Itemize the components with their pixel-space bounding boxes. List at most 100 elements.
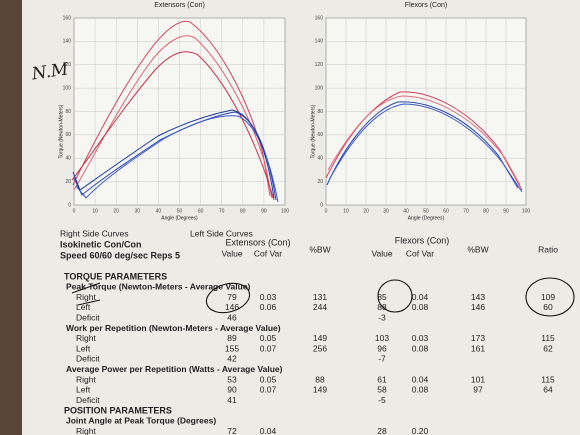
x-tick-label: 0	[325, 208, 328, 214]
y-tick-label: 160	[63, 15, 72, 21]
row-group: Average Power per Repetition (Watts - Av…	[66, 364, 283, 374]
legend-right: Right Side Curves	[60, 228, 129, 238]
cell: 0.05	[260, 374, 277, 384]
x-tick-label: 80	[240, 208, 246, 214]
row-label: Right	[76, 333, 96, 343]
y-tick-label: 20	[65, 179, 71, 185]
cell: 46	[227, 312, 237, 322]
y-tick-label: 140	[63, 39, 72, 45]
cell: 173	[471, 333, 485, 343]
cell: 53	[227, 374, 237, 384]
chart-title: Flexors (Con)	[405, 2, 447, 9]
row-label: Left	[76, 343, 91, 353]
x-tick-label: 40	[156, 208, 162, 214]
cell: 0.03	[260, 292, 277, 302]
row-group: Work per Repetition (Newton-Meters - Ave…	[66, 323, 281, 333]
cell: 161	[471, 343, 485, 353]
y-tick-label: 100	[63, 85, 72, 91]
y-tick-label: 140	[315, 39, 324, 45]
test-mode: Isokinetic Con/Con	[60, 239, 142, 249]
row-label: Left	[76, 385, 91, 395]
row-label: Deficit	[76, 312, 100, 322]
column-header: Cof Var	[254, 248, 282, 258]
cell: 89	[227, 333, 237, 343]
cell: 0.03	[412, 333, 429, 343]
cell: 96	[377, 343, 387, 353]
test-speed: Speed 60/60 deg/sec Reps 5	[60, 250, 180, 260]
x-tick-label: 30	[135, 208, 141, 214]
cell: -5	[378, 395, 386, 405]
chart-title: Extensors (Con)	[154, 2, 205, 9]
y-tick-label: 60	[65, 132, 71, 138]
cell: 62	[543, 343, 553, 353]
cell: 149	[313, 385, 327, 395]
cell: 42	[227, 354, 237, 364]
cell: 88	[315, 374, 325, 384]
cell: 72	[227, 426, 237, 435]
cell: 143	[471, 292, 485, 302]
cell: 58	[377, 385, 387, 395]
group-header: Flexors (Con)	[395, 235, 450, 245]
cell: 0.08	[412, 343, 429, 353]
cell: 0.04	[412, 292, 429, 302]
cell: 0.04	[412, 374, 429, 384]
cell: 115	[541, 374, 555, 384]
x-tick-label: 70	[463, 208, 469, 214]
table-edge	[0, 0, 22, 435]
group-header: Extensors (Con)	[225, 237, 290, 247]
row-label: Right	[76, 426, 96, 435]
x-tick-label: 40	[403, 208, 409, 214]
y-tick-label: 80	[317, 109, 323, 115]
curves	[71, 20, 523, 203]
cell: 256	[313, 343, 327, 353]
cell: 146	[471, 302, 485, 312]
cell: 28	[377, 426, 387, 435]
x-tick-label: 100	[281, 208, 290, 214]
x-tick-label: 20	[363, 208, 369, 214]
row-label: Left	[76, 302, 91, 312]
row-group: Peak Torque (Newton-Meters - Average Val…	[66, 282, 251, 292]
column-header: Ratio	[538, 244, 558, 254]
cell: 0.20	[412, 426, 429, 435]
cell: 41	[227, 395, 237, 405]
y-tick-label: 100	[315, 85, 324, 91]
cell: 79	[227, 292, 237, 302]
y-axis-label: Torque (Newton-Meters)	[310, 104, 316, 158]
row-label: Right	[76, 374, 96, 384]
column-header: Value	[371, 248, 392, 258]
cell: 0.06	[260, 302, 277, 312]
x-axis-label: Angle (Degrees)	[408, 215, 445, 221]
x-tick-label: 70	[219, 208, 225, 214]
section-heading: TORQUE PARAMETERS	[64, 271, 167, 281]
cell: 103	[375, 333, 389, 343]
pen-marks	[71, 277, 575, 317]
cell: 244	[313, 302, 327, 312]
x-tick-label: 10	[92, 208, 98, 214]
cell: 109	[541, 292, 555, 302]
x-tick-label: 60	[198, 208, 204, 214]
x-tick-label: 0	[73, 208, 76, 214]
x-tick-label: 50	[177, 208, 183, 214]
cell: 97	[473, 385, 483, 395]
cell: 101	[471, 374, 485, 384]
cell: 0.05	[260, 333, 277, 343]
cell: 115	[541, 333, 555, 343]
column-header: Value	[221, 248, 242, 258]
cell: 0.08	[412, 385, 429, 395]
y-tick-label: 20	[317, 179, 323, 185]
y-tick-label: 120	[315, 62, 324, 68]
y-tick-label: 60	[317, 132, 323, 138]
x-tick-label: 60	[443, 208, 449, 214]
x-tick-label: 80	[483, 208, 489, 214]
cell: 0.04	[260, 426, 277, 435]
column-header: %BW	[467, 244, 488, 254]
y-tick-label: 40	[317, 156, 323, 162]
x-tick-label: 10	[343, 208, 349, 214]
cell: 85	[377, 292, 387, 302]
cell: 61	[377, 374, 387, 384]
row-group: Joint Angle at Peak Torque (Degrees)	[66, 415, 216, 425]
x-tick-label: 90	[503, 208, 509, 214]
y-tick-label: 0	[320, 202, 323, 208]
